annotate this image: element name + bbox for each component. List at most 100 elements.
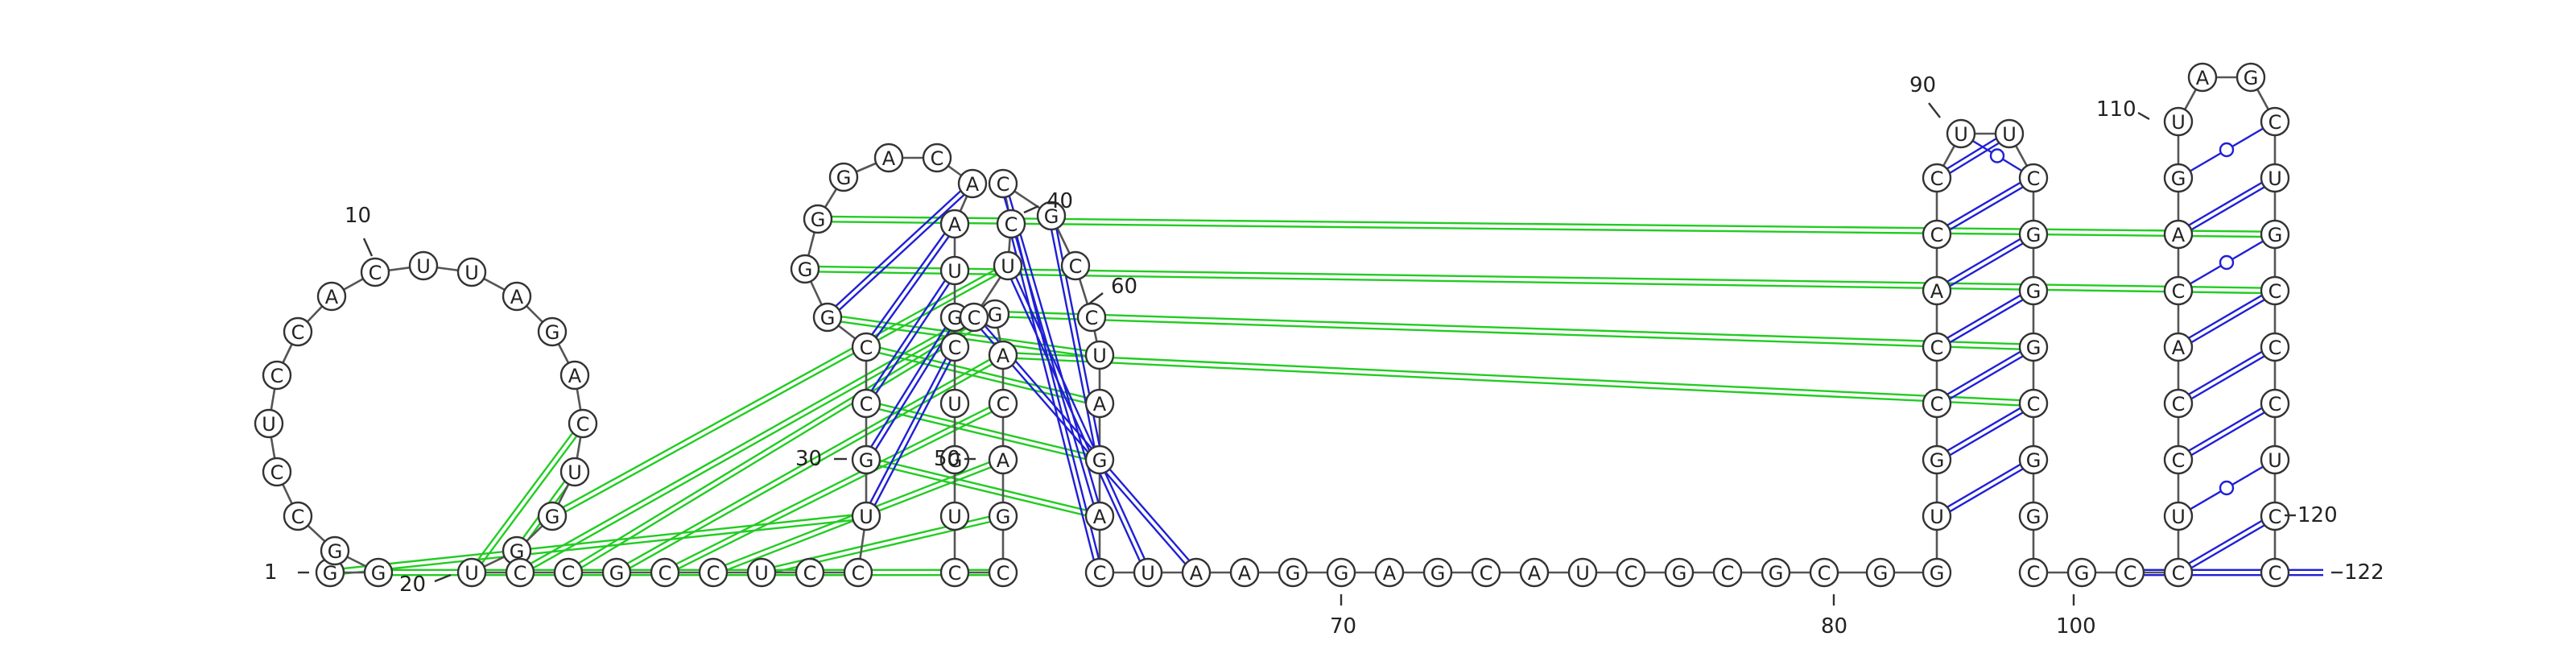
nucleotide-120: C	[2260, 501, 2290, 531]
nucleotide-circle	[843, 557, 873, 588]
nucleotide-108: A	[2163, 219, 2194, 250]
nucleotide-100: G	[2066, 557, 2097, 588]
position-tick-110	[2137, 111, 2150, 121]
nucleotide-letter: G	[2026, 337, 2041, 359]
nucleotide-letter: G	[1873, 562, 1889, 585]
nucleotide-letter: A	[568, 365, 582, 387]
nucleotide-70: G	[1326, 557, 1356, 588]
nucleotide-48: C	[988, 557, 1018, 588]
nucleotide-circle	[2260, 163, 2290, 193]
nucleotide-letter: C	[707, 562, 720, 585]
nucleotide-83: U	[1922, 501, 1952, 531]
nucleotide-circle	[851, 388, 881, 419]
nucleotide-letter: C	[2027, 167, 2041, 190]
nucleotide-63: G	[1084, 444, 1115, 475]
base-pair-line	[1007, 224, 1099, 574]
nucleotide-86: C	[1922, 332, 1952, 362]
nucleotide-circle	[2018, 388, 2049, 419]
nucleotide-72: G	[1422, 557, 1453, 588]
nucleotide-circle	[1946, 118, 1976, 149]
nucleotide-letter: C	[658, 562, 672, 585]
pseudoknot-pair-line	[828, 313, 1100, 354]
nucleotide-circle	[456, 257, 487, 287]
nucleotide-circle	[1922, 275, 1952, 306]
base-pair-line	[863, 221, 954, 346]
nucleotide-66: U	[1133, 557, 1163, 588]
nucleotide-letter: G	[2026, 506, 2041, 528]
base-pair-line	[1004, 266, 1147, 574]
nucleotide-letter: U	[1141, 562, 1155, 585]
nucleotide-circle	[1922, 219, 1952, 250]
base-pair-line	[2179, 179, 2277, 238]
nucleotide-84: G	[1922, 444, 1952, 475]
nucleotide-circle	[559, 360, 590, 391]
nucleotide-circle	[316, 281, 347, 312]
nucleotide-35: G	[803, 204, 833, 234]
nucleotide-letter: U	[1001, 255, 1015, 278]
nucleotide-74: A	[1519, 557, 1550, 588]
nucleotide-circle	[812, 302, 843, 333]
nucleotide-circle	[537, 501, 568, 531]
nucleotide-circle	[262, 360, 292, 391]
nucleotide-letter: G	[510, 540, 525, 563]
nucleotide-letter: G	[1286, 562, 1301, 585]
nucleotide-letter: U	[464, 562, 479, 585]
nucleotide-letter: G	[859, 449, 874, 472]
nucleotide-circle	[320, 535, 350, 566]
nucleotide-circle	[851, 332, 881, 362]
nucleotide-letter: A	[2172, 337, 2186, 359]
nucleotide-letter: G	[1334, 562, 1349, 585]
position-tick-40	[1023, 205, 1039, 214]
nucleotide-circle	[2163, 163, 2194, 193]
nucleotide-circle	[2163, 388, 2194, 419]
position-label-layer: 1 10 20 30 40 50 60 70 80 90 100 110 120…	[264, 73, 2384, 639]
nucleotide-circle	[650, 557, 680, 588]
nucleotide-29: U	[851, 501, 881, 531]
base-pair-line	[2176, 175, 2274, 234]
nucleotide-circle	[2163, 106, 2194, 137]
pseudoknot-pair-line	[866, 456, 1101, 515]
nucleotide-circle	[1616, 557, 1646, 588]
nucleotide-circle	[537, 316, 568, 347]
nucleotide-letter: G	[2026, 280, 2041, 303]
nucleotide-119: U	[2260, 444, 2290, 475]
nucleotide-55: U	[993, 250, 1023, 281]
nucleotide-77: G	[1664, 557, 1695, 588]
nucleotide-circle	[1471, 557, 1501, 588]
nucleotide-56: C	[996, 209, 1026, 239]
nucleotide-letter: C	[948, 562, 962, 585]
nucleotide-circle	[1712, 557, 1743, 588]
nucleotide-letter: C	[860, 337, 873, 359]
nucleotide-circle	[502, 281, 532, 312]
nucleotide-letter: C	[2268, 562, 2282, 585]
pseudoknot-pair-line	[469, 421, 582, 572]
nucleotide-circle	[1036, 200, 1067, 231]
nucleotide-circle	[996, 209, 1026, 239]
nucleotide-circle	[2235, 62, 2266, 93]
nucleotide-circle	[2018, 219, 2049, 250]
nucleotide-letter: G	[371, 562, 386, 585]
nucleotide-31: C	[851, 388, 881, 419]
base-pair-line	[1938, 461, 2036, 519]
nucleotide-letter: C	[997, 562, 1010, 585]
nucleotide-57: C	[988, 168, 1018, 199]
nucleotide-circle	[2163, 332, 2194, 362]
nucleotide-letter: A	[1093, 506, 1107, 528]
nucleotide-letter: U	[859, 506, 873, 528]
nucleotide-97: G	[2018, 444, 2049, 475]
nucleotide-21: C	[505, 557, 535, 588]
nucleotide-47: C	[939, 557, 970, 588]
nucleotide-letter: G	[1930, 562, 1945, 585]
nucleotide-letter: C	[576, 413, 590, 436]
nucleotide-3: G	[320, 535, 350, 566]
nucleotide-letter: C	[2268, 111, 2282, 134]
nucleotide-circle	[2115, 557, 2145, 588]
nucleotide-circle	[568, 408, 598, 439]
base-pair-line	[1052, 215, 1104, 460]
nucleotide-circle	[2018, 163, 2049, 193]
nucleotide-letter: C	[1069, 255, 1083, 278]
nucleotide-letter: G	[1092, 449, 1108, 472]
nucleotide-circle	[1664, 557, 1695, 588]
nucleotide-letter: C	[2027, 393, 2041, 415]
